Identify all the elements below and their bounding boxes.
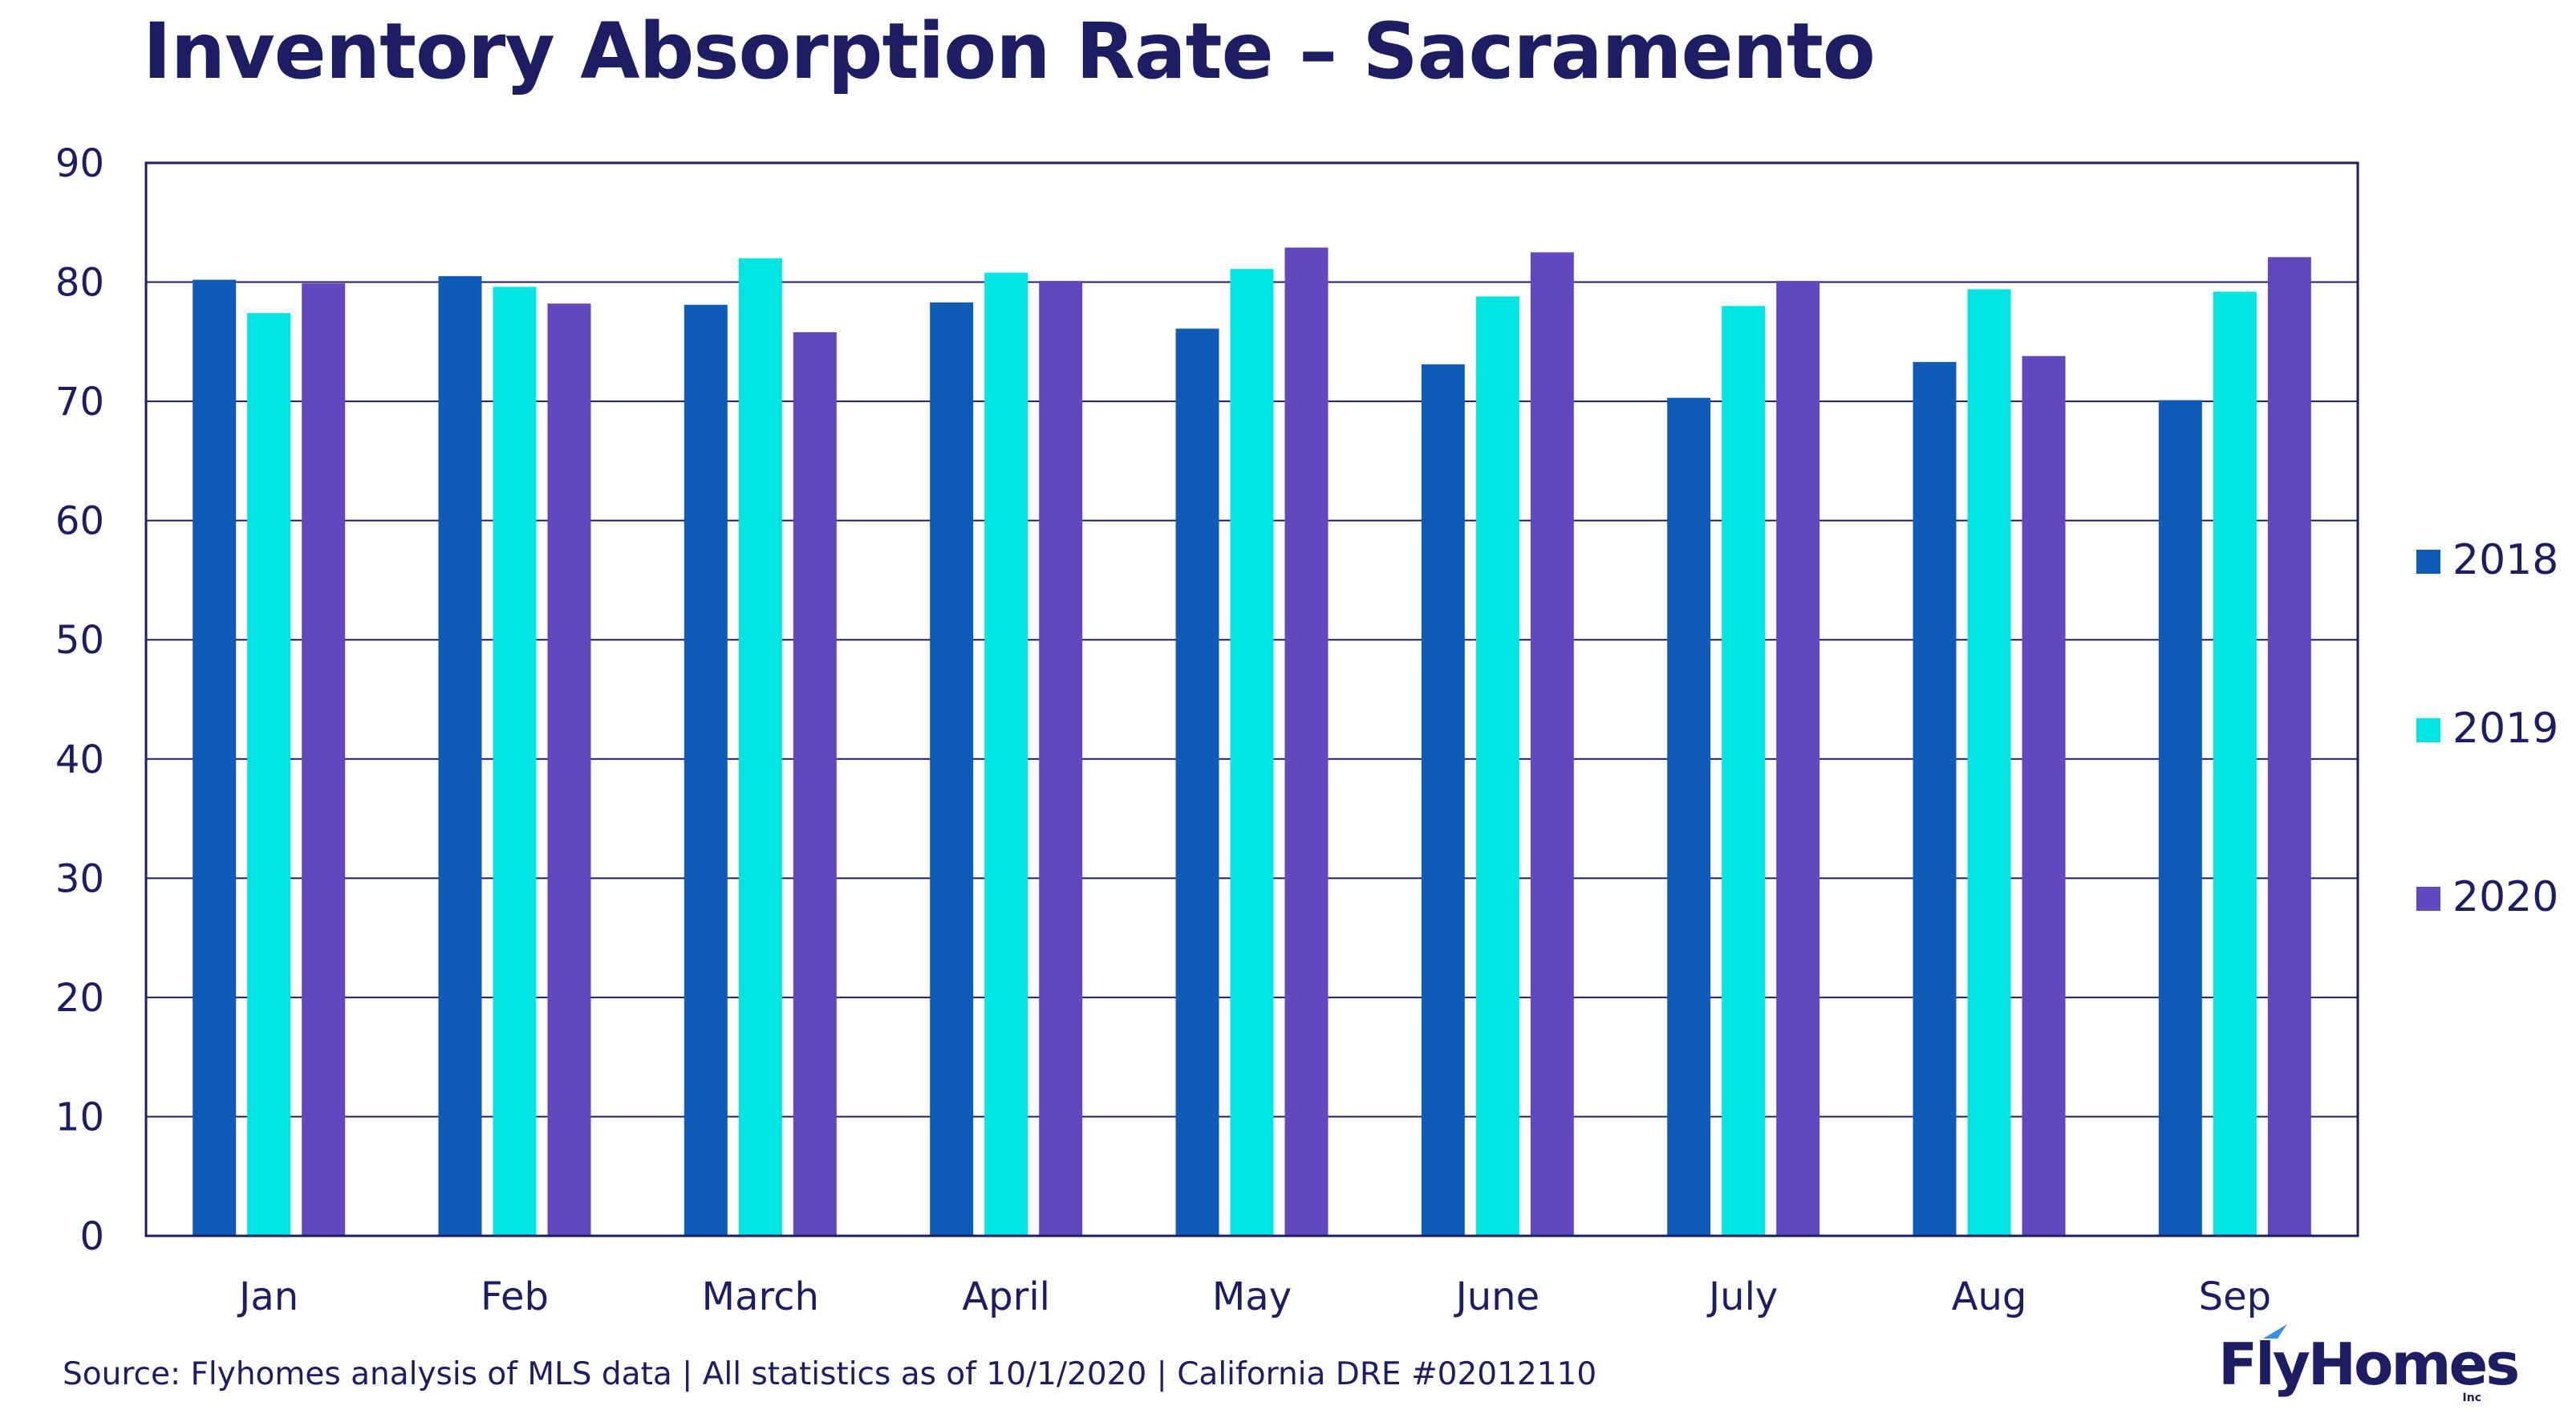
y-tick-label: 50: [55, 618, 104, 663]
bar-2018-april: [930, 302, 974, 1236]
bar-2019-april: [984, 272, 1028, 1236]
legend-swatch-2019: [2416, 718, 2440, 742]
legend-swatch-2018: [2416, 550, 2440, 574]
bar-2019-june: [1475, 296, 1519, 1237]
flag-icon: [2263, 1324, 2287, 1339]
legend-swatch-2020: [2416, 887, 2440, 911]
bar-2018-march: [684, 304, 728, 1236]
bar-2018-may: [1175, 328, 1219, 1237]
y-axis-ticks: 0 10 20 30 40 50 60 70 80 90: [55, 141, 104, 1259]
bar-2019-feb: [493, 286, 537, 1236]
y-tick-label: 60: [55, 499, 104, 544]
bar-2019-jan: [247, 313, 291, 1237]
legend-label-2019: 2019: [2452, 705, 2558, 753]
y-tick-label: 20: [55, 976, 104, 1021]
x-tick-label: Jan: [237, 1274, 298, 1319]
bar-2019-july: [1722, 306, 1766, 1237]
y-tick-label: 10: [55, 1095, 104, 1140]
y-tick-label: 40: [55, 738, 104, 782]
y-tick-label: 90: [55, 141, 104, 186]
bar-2019-aug: [1967, 289, 2011, 1237]
brand-suffix: Inc: [2462, 1392, 2481, 1404]
x-tick-label: July: [1706, 1274, 1778, 1319]
x-tick-label: June: [1454, 1274, 1540, 1319]
x-tick-label: March: [702, 1274, 819, 1319]
bar-2018-sep: [2158, 400, 2202, 1237]
x-tick-label: April: [962, 1274, 1050, 1319]
y-tick-label: 80: [55, 261, 104, 306]
x-tick-label: Aug: [1952, 1274, 2027, 1319]
bar-2020-april: [1039, 281, 1083, 1236]
bars: [193, 247, 2311, 1237]
bar-2019-march: [738, 258, 782, 1236]
bar-2020-july: [1776, 281, 1820, 1236]
source-note: Source: Flyhomes analysis of MLS data | …: [63, 1356, 1597, 1392]
y-tick-label: 70: [55, 380, 104, 425]
y-tick-label: 30: [55, 856, 104, 901]
chart-title: Inventory Absorption Rate – Sacramento: [143, 6, 1876, 96]
bar-2020-sep: [2267, 257, 2311, 1236]
bar-2020-aug: [2022, 356, 2066, 1236]
x-tick-label: May: [1212, 1274, 1292, 1319]
bar-2018-june: [1421, 364, 1465, 1237]
bar-2020-march: [793, 331, 837, 1237]
y-tick-label: 0: [79, 1214, 104, 1259]
bar-2019-may: [1230, 269, 1274, 1236]
legend-label-2018: 2018: [2452, 536, 2558, 584]
bar-2019-sep: [2213, 291, 2257, 1237]
bar-2020-feb: [547, 303, 591, 1237]
legend-label-2020: 2020: [2452, 873, 2558, 921]
bar-2018-jan: [193, 279, 237, 1236]
bar-2020-june: [1530, 252, 1574, 1237]
x-tick-label: Feb: [481, 1274, 549, 1319]
bar-2020-may: [1284, 247, 1329, 1236]
x-tick-label: Sep: [2199, 1274, 2271, 1319]
bar-2018-july: [1667, 397, 1711, 1237]
bar-2020-jan: [302, 283, 346, 1236]
legend: 2018 2019 2020: [2416, 536, 2558, 921]
x-axis-ticks: Jan Feb March April May June July Aug Sep: [237, 1274, 2271, 1319]
brand-wordmark: FlyHomes: [2218, 1331, 2520, 1398]
bar-2018-aug: [1913, 362, 1957, 1236]
brand-logo: FlyHomes Inc: [2218, 1324, 2520, 1404]
bar-2018-feb: [438, 276, 482, 1236]
plot-frame: [144, 161, 2359, 1237]
